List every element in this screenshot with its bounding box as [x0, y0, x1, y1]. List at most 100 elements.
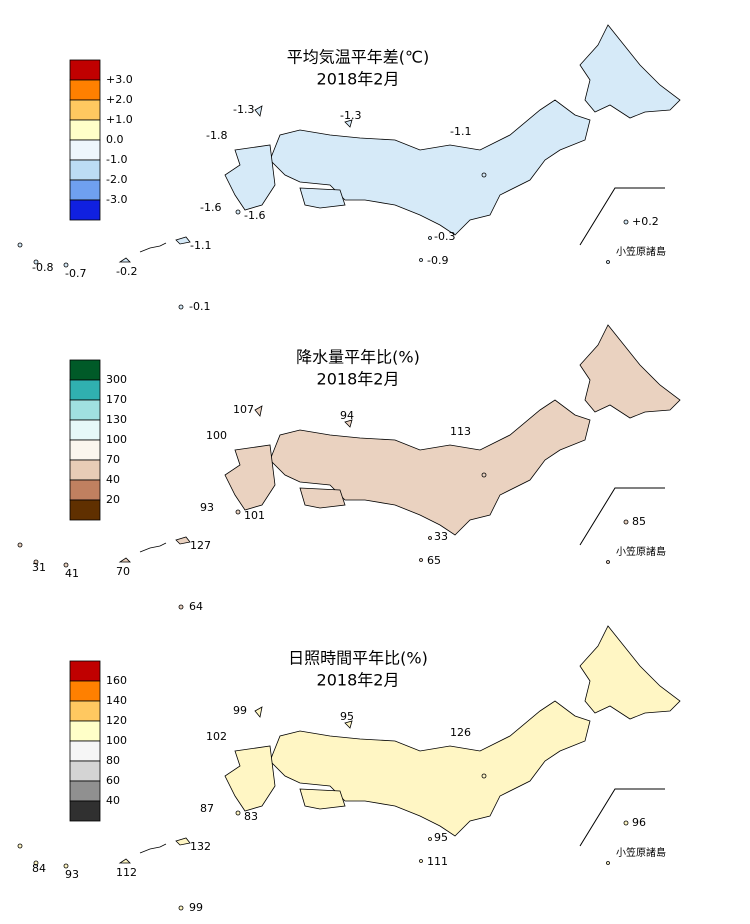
- legend-swatch: [69, 740, 101, 762]
- legend-swatch: [69, 419, 101, 441]
- legend-swatch: [69, 139, 101, 161]
- station-value: 101: [244, 509, 265, 522]
- legend-label: 170: [106, 393, 127, 406]
- legend-label: 70: [106, 453, 120, 466]
- station-value: 87: [200, 802, 214, 815]
- legend-swatch: [69, 99, 101, 121]
- station-value: 99: [233, 704, 247, 717]
- legend-label: 40: [106, 794, 120, 807]
- inset-label: 小笠原諸島: [616, 245, 666, 258]
- station-value: 99: [189, 901, 203, 914]
- station-value: 113: [450, 425, 471, 438]
- station-value: -0.3: [434, 230, 455, 243]
- station-value: 127: [190, 539, 211, 552]
- legend-swatch: [69, 179, 101, 201]
- legend-label: 100: [106, 734, 127, 747]
- station-value: 41: [65, 567, 79, 580]
- legend-label: +2.0: [106, 93, 133, 106]
- station-value: 93: [200, 501, 214, 514]
- station-value: 93: [65, 868, 79, 881]
- station-value: 95: [434, 831, 448, 844]
- panel-title: 降水量平年比(%): [296, 348, 420, 367]
- legend-label: 140: [106, 694, 127, 707]
- legend-label: 20: [106, 493, 120, 506]
- legend-swatch: [69, 459, 101, 481]
- legend-label: -2.0: [106, 173, 127, 186]
- legend-label: 80: [106, 754, 120, 767]
- station-value: +0.2: [632, 215, 659, 228]
- station-value: -0.1: [189, 300, 210, 313]
- legend-swatch: [69, 660, 101, 682]
- legend-label: -3.0: [106, 193, 127, 206]
- legend-swatch: [69, 439, 101, 461]
- legend-swatch: [69, 399, 101, 421]
- station-value: -1.6: [244, 209, 265, 222]
- station-value: 84: [32, 862, 46, 875]
- legend-label: 60: [106, 774, 120, 787]
- legend-label: 0.0: [106, 133, 124, 146]
- station-value: -1.1: [190, 239, 211, 252]
- inset-label: 小笠原諸島: [616, 545, 666, 558]
- legend-swatch: [69, 79, 101, 101]
- station-value: 102: [206, 730, 227, 743]
- legend-swatch: [69, 700, 101, 722]
- legend-label: 130: [106, 413, 127, 426]
- station-value: 65: [427, 554, 441, 567]
- legend-swatch: [69, 720, 101, 742]
- station-value: -1.3: [340, 109, 361, 122]
- station-value: 33: [434, 530, 448, 543]
- station-value: 126: [450, 726, 471, 739]
- station-value: 100: [206, 429, 227, 442]
- panel-title: 日照時間平年比(%): [288, 649, 428, 668]
- station-value: 107: [233, 403, 254, 416]
- panel-subtitle: 2018年2月: [317, 70, 400, 89]
- legend-label: -1.0: [106, 153, 127, 166]
- legend-swatch: [69, 119, 101, 141]
- legend-label: 120: [106, 714, 127, 727]
- station-value: -0.8: [32, 261, 53, 274]
- legend-label: 300: [106, 373, 127, 386]
- station-value: 112: [116, 866, 137, 879]
- station-value: 94: [340, 409, 354, 422]
- station-value: 96: [632, 816, 646, 829]
- inset-label: 小笠原諸島: [616, 846, 666, 859]
- legend-swatch: [69, 780, 101, 802]
- station-value: 64: [189, 600, 203, 613]
- station-value: 95: [340, 710, 354, 723]
- station-value: 85: [632, 515, 646, 528]
- panel: 日照時間平年比(%) 2018年2月 160 140 120 100 80 60 40 99 95 1…: [17, 625, 681, 914]
- station-value: 111: [427, 855, 448, 868]
- panel-title: 平均気温平年差(℃): [287, 48, 429, 67]
- legend-label: 100: [106, 433, 127, 446]
- legend-swatch: [69, 159, 101, 181]
- station-value: 132: [190, 840, 211, 853]
- legend-swatch: [69, 359, 101, 381]
- station-value: 83: [244, 810, 258, 823]
- station-value: 70: [116, 565, 130, 578]
- legend-swatch: [69, 479, 101, 501]
- station-value: -1.8: [206, 129, 227, 142]
- legend-swatch: [69, 680, 101, 702]
- legend-swatch: [69, 800, 101, 822]
- station-value: -1.3: [233, 103, 254, 116]
- legend-label: 160: [106, 674, 127, 687]
- legend-swatch: [69, 379, 101, 401]
- station-value: -1.6: [200, 201, 221, 214]
- legend-swatch: [69, 59, 101, 81]
- panel: 平均気温平年差(℃) 2018年2月 +3.0 +2.0 +1.0 0.0 -1.0 -2.0…: [17, 24, 681, 313]
- legend-swatch: [69, 199, 101, 221]
- legend-swatch: [69, 760, 101, 782]
- legend-swatch: [69, 499, 101, 521]
- panel-subtitle: 2018年2月: [317, 671, 400, 690]
- station-value: -0.7: [65, 267, 86, 280]
- panel: 降水量平年比(%) 2018年2月 300 170 130 100 70 40 20 107 94 1…: [17, 324, 681, 613]
- station-value: -0.2: [116, 265, 137, 278]
- legend-label: 40: [106, 473, 120, 486]
- legend-label: +1.0: [106, 113, 133, 126]
- station-value: -0.9: [427, 254, 448, 267]
- legend-label: +3.0: [106, 73, 133, 86]
- station-value: 31: [32, 561, 46, 574]
- panel-subtitle: 2018年2月: [317, 370, 400, 389]
- station-value: -1.1: [450, 125, 471, 138]
